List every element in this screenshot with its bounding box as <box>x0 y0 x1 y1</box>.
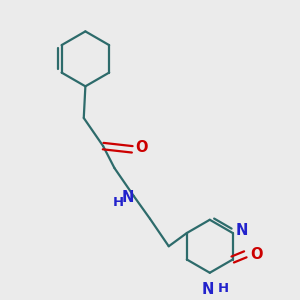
Text: N: N <box>236 223 248 238</box>
Text: H: H <box>113 196 124 208</box>
Text: N: N <box>202 282 214 297</box>
Text: O: O <box>135 140 147 155</box>
Text: H: H <box>218 282 229 296</box>
Text: N: N <box>122 190 134 205</box>
Text: O: O <box>250 247 263 262</box>
